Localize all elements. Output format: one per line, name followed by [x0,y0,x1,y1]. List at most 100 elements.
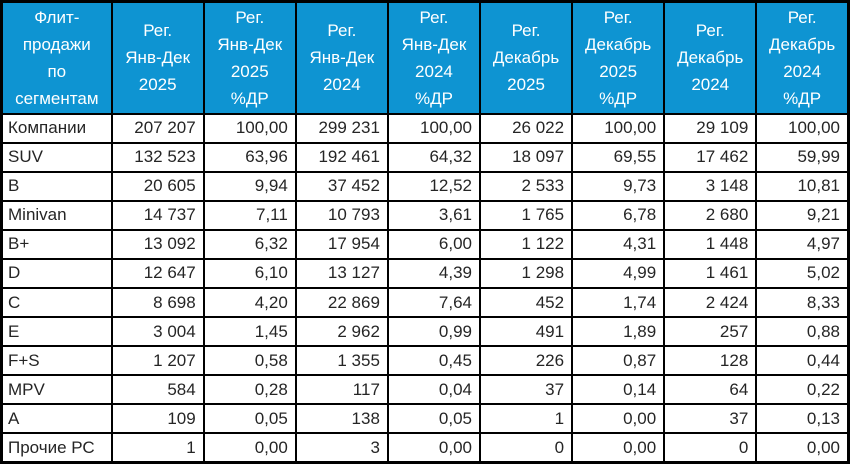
value-cell[interactable]: 1 [110,432,205,464]
value-cell[interactable]: 257 [663,316,758,348]
value-cell[interactable]: 0,00 [571,403,666,435]
value-cell[interactable]: 8 698 [110,286,205,319]
header-cell[interactable]: Рег. Янв-Дек 2025 [110,0,205,115]
value-cell[interactable]: 452 [478,286,574,319]
value-cell[interactable]: 1 461 [663,257,758,289]
value-cell[interactable]: 0,00 [571,432,666,464]
value-cell[interactable]: 69,55 [571,141,666,173]
value-cell[interactable]: 20 605 [110,170,205,202]
value-cell[interactable]: 63,96 [202,141,297,173]
value-cell[interactable]: 4,99 [571,257,666,289]
value-cell[interactable]: 5,02 [755,257,850,289]
value-cell[interactable]: 3,61 [386,199,482,231]
value-cell[interactable]: 2 424 [663,286,758,319]
value-cell[interactable]: 18 097 [478,141,574,173]
value-cell[interactable]: 299 231 [294,112,389,144]
value-cell[interactable]: 0,00 [386,432,482,464]
value-cell[interactable]: 10 793 [294,199,389,231]
value-cell[interactable]: 9,94 [202,170,297,202]
value-cell[interactable]: 117 [294,374,389,406]
value-cell[interactable]: 1 298 [478,257,574,289]
header-cell[interactable]: Рег. Декабрь 2025 [478,0,574,115]
value-cell[interactable]: 138 [294,403,389,435]
value-cell[interactable]: 3 004 [110,316,205,348]
value-cell[interactable]: 17 462 [663,141,758,173]
value-cell[interactable]: 22 869 [294,286,389,319]
value-cell[interactable]: 2 533 [478,170,574,202]
segment-label-cell[interactable]: D [0,257,113,289]
value-cell[interactable]: 8,33 [755,286,850,319]
value-cell[interactable]: 64 [663,374,758,406]
value-cell[interactable]: 132 523 [110,141,205,173]
value-cell[interactable]: 12 647 [110,257,205,289]
value-cell[interactable]: 0,00 [755,432,850,464]
value-cell[interactable]: 491 [478,316,574,348]
value-cell[interactable]: 0,87 [571,345,666,377]
value-cell[interactable]: 37 [478,374,574,406]
segment-label-cell[interactable]: B [0,170,113,202]
segment-label-cell[interactable]: Прочие РС [0,432,113,464]
value-cell[interactable]: 1 207 [110,345,205,377]
value-cell[interactable]: 13 127 [294,257,389,289]
value-cell[interactable]: 12,52 [386,170,482,202]
value-cell[interactable]: 1 355 [294,345,389,377]
header-cell[interactable]: Рег. Янв-Дек 2024 %ДР [386,0,482,115]
value-cell[interactable]: 7,64 [386,286,482,319]
value-cell[interactable]: 584 [110,374,205,406]
value-cell[interactable]: 0,28 [202,374,297,406]
value-cell[interactable]: 9,73 [571,170,666,202]
value-cell[interactable]: 14 737 [110,199,205,231]
value-cell[interactable]: 2 962 [294,316,389,348]
value-cell[interactable]: 207 207 [110,112,205,144]
value-cell[interactable]: 1 765 [478,199,574,231]
value-cell[interactable]: 0 [478,432,574,464]
value-cell[interactable]: 0,14 [571,374,666,406]
value-cell[interactable]: 0 [663,432,758,464]
header-cell[interactable]: Рег. Янв-Дек 2024 [294,0,389,115]
value-cell[interactable]: 2 680 [663,199,758,231]
value-cell[interactable]: 1 122 [478,228,574,260]
value-cell[interactable]: 59,99 [755,141,850,173]
value-cell[interactable]: 37 [663,403,758,435]
value-cell[interactable]: 0,13 [755,403,850,435]
value-cell[interactable]: 4,31 [571,228,666,260]
value-cell[interactable]: 0,58 [202,345,297,377]
value-cell[interactable]: 4,97 [755,228,850,260]
value-cell[interactable]: 26 022 [478,112,574,144]
value-cell[interactable]: 0,45 [386,345,482,377]
segment-label-cell[interactable]: E [0,316,113,348]
value-cell[interactable]: 4,20 [202,286,297,319]
value-cell[interactable]: 29 109 [663,112,758,144]
value-cell[interactable]: 128 [663,345,758,377]
value-cell[interactable]: 0,22 [755,374,850,406]
value-cell[interactable]: 64,32 [386,141,482,173]
segment-label-cell[interactable]: F+S [0,345,113,377]
value-cell[interactable]: 3 148 [663,170,758,202]
value-cell[interactable]: 1,74 [571,286,666,319]
segment-label-cell[interactable]: B+ [0,228,113,260]
header-cell[interactable]: Рег. Янв-Дек 2025 %ДР [202,0,297,115]
value-cell[interactable]: 7,11 [202,199,297,231]
value-cell[interactable]: 0,44 [755,345,850,377]
value-cell[interactable]: 1 448 [663,228,758,260]
value-cell[interactable]: 1,89 [571,316,666,348]
value-cell[interactable]: 192 461 [294,141,389,173]
value-cell[interactable]: 10,81 [755,170,850,202]
segment-label-cell[interactable]: Minivan [0,199,113,231]
value-cell[interactable]: 6,32 [202,228,297,260]
value-cell[interactable]: 0,05 [202,403,297,435]
value-cell[interactable]: 6,10 [202,257,297,289]
value-cell[interactable]: 100,00 [202,112,297,144]
segment-label-cell[interactable]: MPV [0,374,113,406]
value-cell[interactable]: 226 [478,345,574,377]
value-cell[interactable]: 109 [110,403,205,435]
value-cell[interactable]: 100,00 [571,112,666,144]
value-cell[interactable]: 6,78 [571,199,666,231]
header-cell-segments[interactable]: Флит- продажи по сегментам [0,0,113,115]
value-cell[interactable]: 4,39 [386,257,482,289]
segment-label-cell[interactable]: C [0,286,113,319]
value-cell[interactable]: 6,00 [386,228,482,260]
value-cell[interactable]: 0,04 [386,374,482,406]
value-cell[interactable]: 1,45 [202,316,297,348]
value-cell[interactable]: 100,00 [755,112,850,144]
